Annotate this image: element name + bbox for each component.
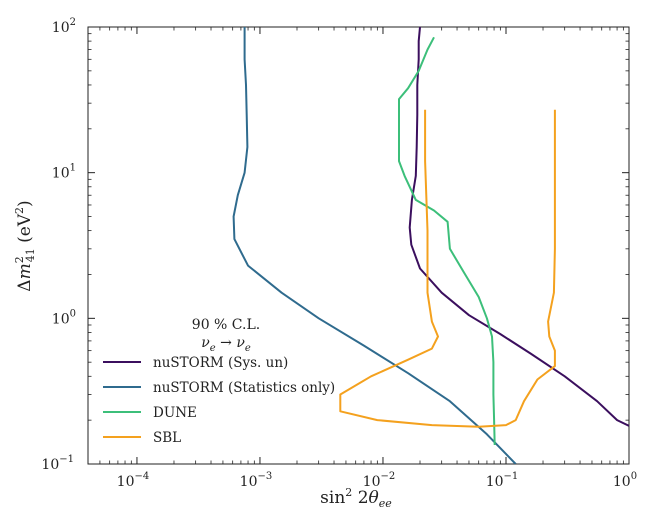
legend-label: nuSTORM (Sys. un) xyxy=(153,355,288,371)
x-tick-label: 10−2 xyxy=(363,471,396,490)
legend-label: SBL xyxy=(153,430,181,446)
channel-note: νe → νe xyxy=(201,335,251,354)
series-line-1 xyxy=(408,27,629,427)
legend-label: DUNE xyxy=(153,405,197,421)
legend: nuSTORM (Sys. un) nuSTORM (Statistics onl… xyxy=(103,355,335,446)
legend-label: nuSTORM (Statistics only) xyxy=(153,380,335,396)
y-axis-label: Δm241 (eV2) xyxy=(13,200,37,291)
y-tick-label: 102 xyxy=(52,17,76,36)
plot-frame xyxy=(87,26,630,465)
x-tick-label: 10−3 xyxy=(240,471,273,490)
y-tick-label: 101 xyxy=(52,163,76,182)
x-axis-label: sin2 2θee xyxy=(320,486,392,510)
ticks-layer: 10−4 10−3 10−2 10−1 100 10−1 100 101 102 xyxy=(41,17,637,490)
y-tick-label: 100 xyxy=(52,308,76,327)
series-line-4 xyxy=(339,109,556,428)
confidence-level-note: 90 % C.L. xyxy=(192,317,260,333)
y-tick-label: 10−1 xyxy=(41,454,74,473)
x-tick-label: 10−4 xyxy=(117,471,150,490)
series-line-3 xyxy=(398,36,496,446)
series-line-2 xyxy=(232,27,517,464)
x-tick-label: 100 xyxy=(613,471,637,490)
series-layer xyxy=(232,27,629,464)
x-tick-label: 10−1 xyxy=(486,471,519,490)
